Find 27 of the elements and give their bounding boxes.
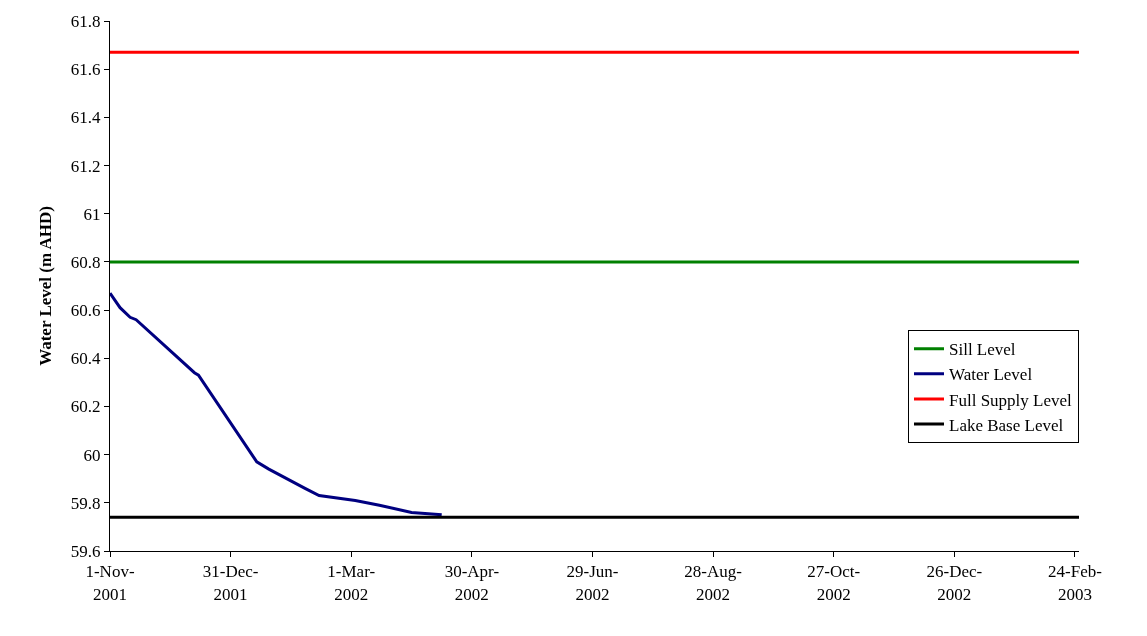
x-tick-label: 30-Apr- 2002 (444, 562, 500, 604)
y-tick-label: 60.2 (70, 397, 101, 417)
legend-label: Full Supply Level (949, 390, 1073, 410)
y-tick-label: 61.4 (70, 108, 102, 128)
y-tick-label: 61.6 (70, 60, 101, 80)
x-tick-label: 1-Nov- 2001 (85, 562, 135, 604)
line-series (110, 291, 444, 517)
legend-label: Water Level (949, 365, 1033, 385)
y-tick-label: 61.2 (70, 156, 101, 176)
y-tick-label: 60.6 (70, 301, 101, 321)
y-tick-label: 59.8 (70, 493, 101, 513)
x-tick-label: 1-Mar- 2002 (327, 562, 376, 604)
x-tick-label: 29-Jun- 2002 (566, 562, 619, 604)
y-tick-label: 59.6 (70, 541, 101, 561)
legend-label: Lake Base Level (949, 415, 1064, 435)
y-tick-label: 60.8 (70, 252, 101, 272)
x-tick-label: 26-Dec- 2002 (926, 562, 983, 604)
y-axis-title: Water Level (m AHD) (36, 206, 56, 366)
legend-label: Sill Level (949, 340, 1016, 360)
x-tick-label: 31-Dec- 2001 (202, 562, 259, 604)
x-tick-label: 28-Aug- 2002 (684, 562, 743, 604)
y-tick-label: 60 (83, 445, 101, 465)
y-tick-label: 60.4 (70, 349, 102, 369)
x-tick-label: 24-Feb- 2003 (1048, 562, 1103, 604)
y-tick-label: 61.8 (70, 11, 101, 31)
x-tick-label: 27-Oct- 2002 (807, 562, 861, 604)
y-tick-label: 61 (83, 204, 101, 224)
